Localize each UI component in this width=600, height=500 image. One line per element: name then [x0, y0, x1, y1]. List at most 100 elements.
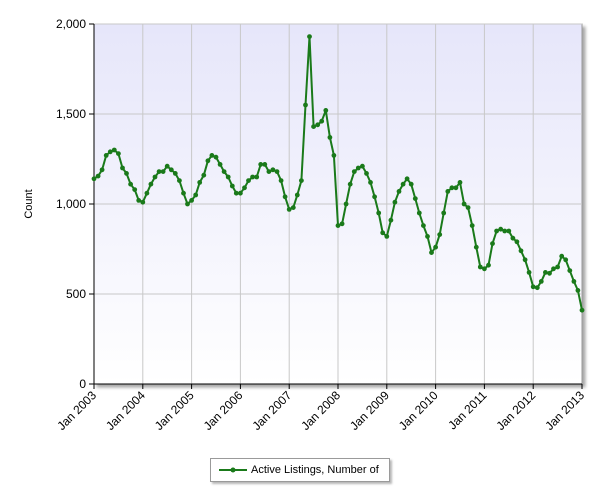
- data-point: [559, 253, 565, 259]
- data-point: [388, 217, 394, 223]
- data-point: [360, 163, 365, 169]
- data-point: [323, 108, 329, 113]
- data-point: [494, 228, 499, 234]
- data-point: [116, 151, 121, 157]
- data-point: [563, 257, 569, 263]
- x-tick-label: Jan 2005: [152, 388, 197, 433]
- data-point: [246, 178, 251, 184]
- data-point: [270, 167, 276, 173]
- data-point: [486, 262, 491, 268]
- data-point: [538, 279, 544, 284]
- data-point: [465, 205, 471, 211]
- data-point: [441, 210, 447, 216]
- data-point: [457, 180, 463, 185]
- data-point: [510, 235, 516, 241]
- data-point: [136, 198, 142, 203]
- data-point: [384, 234, 390, 239]
- data-point: [502, 228, 508, 234]
- data-point: [95, 173, 101, 179]
- data-point: [490, 241, 495, 247]
- data-point: [343, 201, 349, 207]
- data-point: [282, 194, 288, 200]
- data-point: [148, 181, 154, 187]
- data-point: [315, 122, 321, 128]
- data-point: [197, 180, 203, 185]
- y-tick-label: 1,500: [56, 107, 86, 121]
- data-point: [128, 181, 134, 187]
- data-point: [307, 34, 312, 39]
- data-point: [177, 178, 182, 184]
- data-point: [160, 169, 166, 175]
- data-point: [380, 230, 386, 236]
- data-point: [437, 232, 443, 238]
- data-point: [412, 196, 418, 202]
- data-point: [319, 118, 325, 124]
- data-point: [164, 163, 170, 169]
- data-point: [91, 176, 97, 182]
- data-point: [299, 178, 304, 184]
- data-point: [181, 190, 186, 196]
- data-point: [416, 210, 422, 216]
- data-point: [250, 174, 256, 180]
- data-point: [339, 221, 345, 227]
- data-point: [547, 270, 552, 276]
- data-point: [274, 169, 280, 175]
- data-point: [425, 234, 430, 239]
- data-point: [205, 158, 211, 164]
- data-point: [221, 169, 227, 175]
- data-point: [376, 210, 382, 216]
- x-tick-label: Jan 2011: [445, 388, 489, 432]
- data-point: [168, 167, 174, 173]
- data-point: [217, 162, 223, 167]
- legend-entry-active-listings: Active Listings, Number of: [251, 464, 379, 476]
- data-point: [331, 153, 337, 158]
- data-point: [429, 250, 434, 256]
- data-point: [140, 199, 146, 205]
- data-point: [213, 154, 219, 160]
- data-point: [433, 244, 438, 250]
- data-point: [498, 226, 504, 232]
- legend-swatch: [219, 467, 247, 473]
- data-point: [400, 181, 406, 187]
- data-point: [258, 162, 264, 167]
- data-point: [266, 169, 272, 175]
- x-tick-label: Jan 2004: [103, 388, 148, 433]
- legend: Active Listings, Number of: [210, 458, 390, 482]
- data-point: [156, 169, 162, 175]
- data-point: [303, 102, 308, 108]
- data-point: [368, 180, 373, 185]
- data-point: [132, 187, 138, 193]
- data-point: [278, 178, 284, 184]
- data-point: [530, 284, 536, 290]
- data-point: [364, 171, 369, 176]
- data-point: [543, 270, 548, 275]
- data-point: [469, 223, 475, 229]
- data-point: [294, 192, 300, 198]
- x-tick-label: Jan 2003: [54, 388, 99, 433]
- grid: [94, 23, 582, 384]
- data-point: [506, 228, 512, 234]
- data-point: [555, 264, 560, 270]
- data-point: [392, 199, 398, 205]
- data-point: [124, 171, 129, 176]
- data-point: [209, 153, 215, 158]
- x-tick-label: Jan 2010: [396, 388, 441, 433]
- data-point: [262, 162, 268, 167]
- data-point: [242, 185, 247, 191]
- data-point: [238, 190, 243, 196]
- data-point: [355, 165, 361, 171]
- data-point: [229, 183, 235, 189]
- data-point: [103, 153, 109, 158]
- data-point: [99, 167, 105, 173]
- data-point: [579, 307, 585, 313]
- data-point: [107, 149, 113, 155]
- data-point: [421, 223, 426, 229]
- data-point: [290, 205, 296, 211]
- data-point: [477, 264, 483, 270]
- data-point: [185, 201, 190, 207]
- data-point: [575, 288, 581, 293]
- data-point: [120, 165, 125, 171]
- x-tick-label: Jan 2012: [493, 388, 538, 433]
- data-point: [311, 124, 316, 129]
